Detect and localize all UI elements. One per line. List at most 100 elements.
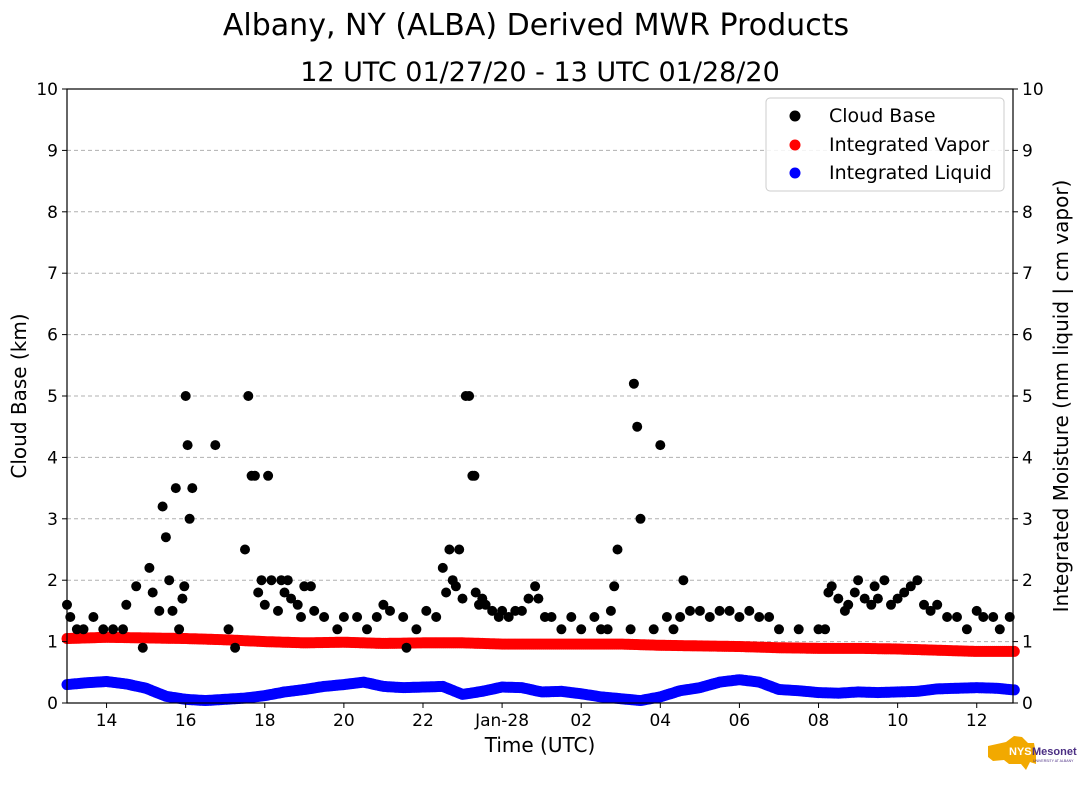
data-point-cloud-base xyxy=(431,612,442,622)
x-tick-label: 12 xyxy=(966,711,988,731)
data-point-cloud-base xyxy=(886,599,896,610)
y-tick-label-left: 4 xyxy=(47,448,58,468)
x-tick-label: 16 xyxy=(175,711,197,731)
data-point-cloud-base xyxy=(685,605,695,616)
data-point-cloud-base xyxy=(144,562,155,573)
data-point-cloud-base xyxy=(398,612,409,622)
data-point-cloud-base xyxy=(879,575,890,586)
y-tick-label-right: 9 xyxy=(1022,141,1033,161)
data-point-cloud-base xyxy=(497,605,508,616)
data-point-cloud-base xyxy=(338,612,349,622)
data-point-cloud-base xyxy=(249,470,260,481)
data-point-cloud-base xyxy=(734,612,745,622)
data-point-cloud-base xyxy=(332,624,343,635)
x-tick-label: Jan-28 xyxy=(474,711,529,731)
data-point-cloud-base xyxy=(187,483,198,494)
data-point-cloud-base xyxy=(282,575,293,586)
data-point-cloud-base xyxy=(576,624,587,635)
data-point-cloud-base xyxy=(661,612,672,622)
nys-mesonet-logo: NYS Mesonet UNIVERSITY AT ALBANY xyxy=(988,736,1077,770)
data-point-cloud-base xyxy=(454,544,465,555)
data-point-cloud-base xyxy=(516,605,527,616)
data-point-cloud-base xyxy=(744,605,755,616)
x-tick-label: 08 xyxy=(808,711,830,731)
data-point-cloud-base xyxy=(174,624,185,635)
data-point-cloud-base xyxy=(853,575,864,586)
data-point-cloud-base xyxy=(905,581,916,592)
data-point-cloud-base xyxy=(266,575,277,586)
data-point-cloud-base xyxy=(147,587,158,598)
data-point-cloud-base xyxy=(243,391,254,401)
data-point-integrated-liquid xyxy=(1008,684,1020,696)
x-tick-label: 04 xyxy=(649,711,671,731)
data-point-cloud-base xyxy=(523,593,534,604)
data-point-cloud-base xyxy=(444,544,455,555)
data-point-cloud-base xyxy=(470,587,481,598)
y-tick-label-right: 0 xyxy=(1022,694,1033,714)
data-point-cloud-base xyxy=(892,593,903,604)
data-point-cloud-base xyxy=(872,593,883,604)
y-tick-label-right: 4 xyxy=(1022,448,1033,468)
data-point-cloud-base xyxy=(546,612,557,622)
data-point-cloud-base xyxy=(469,470,480,481)
data-point-cloud-base xyxy=(170,483,181,494)
data-point-cloud-base xyxy=(1004,612,1015,622)
y-tick-label-right: 6 xyxy=(1022,326,1033,346)
y-tick-label-left: 7 xyxy=(47,264,58,284)
data-point-cloud-base xyxy=(167,605,178,616)
data-point-cloud-base xyxy=(305,581,316,592)
x-tick-label: 10 xyxy=(887,711,909,731)
data-point-cloud-base xyxy=(184,513,195,524)
data-point-cloud-base xyxy=(65,612,76,622)
x-tick-label: 02 xyxy=(570,711,592,731)
x-tick-label: 20 xyxy=(333,711,355,731)
x-axis-label: Time (UTC) xyxy=(484,733,596,757)
y-tick-label-right: 8 xyxy=(1022,203,1033,223)
data-point-cloud-base xyxy=(362,624,372,635)
data-point-integrated-vapor xyxy=(1008,645,1020,657)
data-point-cloud-base xyxy=(256,575,267,586)
x-tick-label: 14 xyxy=(96,711,118,731)
data-point-cloud-base xyxy=(263,470,274,481)
y-tick-label-left: 8 xyxy=(47,203,58,223)
data-point-cloud-base xyxy=(714,605,725,616)
x-axis: 14 16 18 20 22 Jan-28 02 04 06 08 10 12 xyxy=(96,703,988,731)
data-point-cloud-base xyxy=(98,624,109,635)
legend-box xyxy=(765,97,1005,192)
data-point-cloud-base xyxy=(160,532,171,543)
data-point-cloud-base xyxy=(925,605,936,616)
legend-label-integrated-vapor: Integrated Vapor xyxy=(829,134,989,156)
data-point-cloud-base xyxy=(632,421,643,432)
data-point-cloud-base xyxy=(487,605,498,616)
data-point-cloud-base xyxy=(589,612,600,622)
data-point-cloud-base xyxy=(942,612,953,622)
data-point-cloud-base xyxy=(118,624,128,635)
data-point-cloud-base xyxy=(843,599,854,610)
data-point-cloud-base xyxy=(464,391,475,401)
legend-label-cloud-base: Cloud Base xyxy=(829,105,936,127)
data-point-cloud-base xyxy=(421,605,432,616)
y-tick-label-right: 3 xyxy=(1022,510,1033,530)
data-point-cloud-base xyxy=(978,612,989,622)
data-point-cloud-base xyxy=(223,624,234,635)
data-point-cloud-base xyxy=(833,593,844,604)
data-point-cloud-base xyxy=(793,624,804,635)
data-point-cloud-base xyxy=(919,599,929,610)
y-tick-label-right: 1 xyxy=(1022,633,1033,653)
data-point-cloud-base xyxy=(441,587,452,598)
series-integrated-liquid xyxy=(61,674,1020,706)
y-tick-label-right: 7 xyxy=(1022,264,1033,284)
data-point-cloud-base xyxy=(503,612,514,622)
data-point-cloud-base xyxy=(971,605,982,616)
legend: Cloud Base Integrated Vapor Integrated L… xyxy=(765,97,1005,192)
data-point-cloud-base xyxy=(694,605,705,616)
series-cloud-base xyxy=(62,378,1015,653)
data-point-cloud-base xyxy=(154,605,165,616)
data-point-cloud-base xyxy=(319,612,330,622)
data-point-cloud-base xyxy=(602,624,613,635)
data-point-cloud-base xyxy=(253,587,264,598)
y-tick-label-right: 5 xyxy=(1022,387,1033,407)
data-point-cloud-base xyxy=(286,593,297,604)
data-point-cloud-base xyxy=(137,642,148,653)
legend-label-integrated-liquid: Integrated Liquid xyxy=(829,162,992,184)
